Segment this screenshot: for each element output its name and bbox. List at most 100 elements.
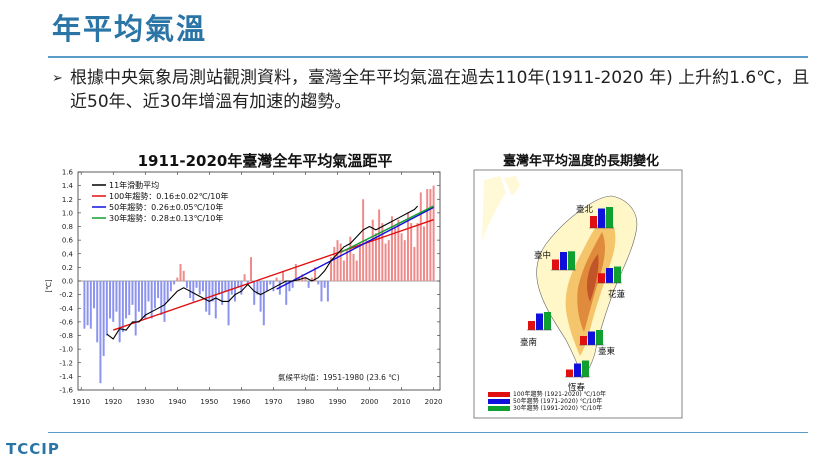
anomaly-bar bbox=[90, 281, 92, 329]
y-tick-label: 0.4 bbox=[62, 250, 74, 258]
anomaly-bar bbox=[173, 281, 175, 284]
anomaly-bar bbox=[308, 281, 310, 288]
anomaly-bar bbox=[96, 281, 98, 342]
y-axis-label: [℃] bbox=[45, 279, 53, 293]
anomaly-bar bbox=[413, 247, 415, 281]
map-legend: 100年趨勢 (1921-2020) ℃/10年50年趨勢 (1971-2020… bbox=[488, 390, 606, 412]
anomaly-bar bbox=[240, 281, 242, 295]
anomaly-bar bbox=[141, 281, 143, 318]
anomaly-bar bbox=[359, 244, 361, 281]
anomaly-bar bbox=[385, 244, 387, 281]
y-tick-label: 1.4 bbox=[62, 182, 74, 190]
y-tick-label: 1.0 bbox=[62, 209, 73, 217]
anomaly-bar bbox=[189, 281, 191, 298]
y-tick-label: 0.8 bbox=[62, 223, 73, 231]
anomaly-bar bbox=[192, 281, 194, 301]
anomaly-bar bbox=[218, 281, 220, 295]
anomaly-bar bbox=[410, 223, 412, 281]
y-tick-label: 0.0 bbox=[62, 278, 73, 286]
anomaly-bar bbox=[138, 281, 140, 312]
y-tick-label: -1.2 bbox=[59, 359, 73, 367]
station-bar bbox=[606, 268, 613, 283]
station-bar bbox=[596, 330, 603, 345]
station-bar bbox=[552, 260, 559, 271]
anomaly-bar bbox=[144, 281, 146, 318]
station-bar bbox=[536, 314, 543, 331]
anomaly-bar bbox=[224, 281, 226, 291]
anomaly-bar bbox=[183, 271, 185, 281]
map-legend-label: 30年趨勢 (1991-2020) ℃/10年 bbox=[513, 404, 602, 412]
anomaly-bar bbox=[388, 240, 390, 281]
anomaly-bar bbox=[272, 281, 274, 291]
station-label: 臺東 bbox=[598, 346, 616, 357]
station-bar bbox=[560, 252, 567, 270]
y-tick-label: 0.6 bbox=[62, 237, 74, 245]
anomaly-bar bbox=[401, 233, 403, 281]
station-bar bbox=[606, 207, 613, 228]
anomaly-bar bbox=[176, 278, 178, 281]
anomaly-bar bbox=[196, 281, 198, 288]
y-tick-label: -0.8 bbox=[59, 332, 73, 340]
y-tick-label: -1.0 bbox=[59, 346, 73, 354]
station-bar bbox=[580, 336, 587, 345]
anomaly-bar bbox=[212, 281, 214, 301]
y-tick-label: -0.6 bbox=[59, 318, 73, 326]
anomaly-bar bbox=[336, 240, 338, 281]
anomaly-bar bbox=[276, 278, 278, 281]
anomaly-bar bbox=[106, 281, 108, 336]
y-tick-label: -0.2 bbox=[59, 291, 73, 299]
station-bar bbox=[588, 332, 595, 346]
anomaly-bar bbox=[429, 189, 431, 281]
anomaly-bar bbox=[420, 192, 422, 281]
anomaly-bar bbox=[333, 247, 335, 281]
anomaly-bar bbox=[356, 261, 358, 281]
anomaly-bar bbox=[83, 281, 85, 329]
station-bar bbox=[582, 361, 589, 378]
anomaly-bar bbox=[365, 240, 367, 281]
x-tick-label: 2020 bbox=[425, 398, 443, 406]
station-bar bbox=[614, 267, 621, 284]
map-legend-label: 50年趨勢 (1971-2020) ℃/10年 bbox=[513, 397, 602, 405]
legend-label: 30年趨勢：0.28±0.13℃/10年 bbox=[109, 213, 223, 223]
map-legend-swatch bbox=[488, 406, 510, 411]
anomaly-bar bbox=[269, 281, 271, 284]
anomaly-bar bbox=[157, 281, 159, 298]
anomaly-bar bbox=[199, 281, 201, 295]
x-tick-label: 1970 bbox=[265, 398, 283, 406]
anomaly-bar bbox=[103, 281, 105, 356]
anomaly-bar bbox=[112, 281, 114, 322]
anomaly-bar bbox=[151, 281, 153, 318]
anomaly-bar bbox=[115, 281, 117, 312]
map-legend-swatch bbox=[488, 392, 510, 397]
anomaly-bar bbox=[263, 281, 265, 325]
y-tick-label: -1.6 bbox=[59, 387, 73, 395]
anomaly-bar bbox=[231, 281, 233, 295]
anomaly-bar bbox=[164, 281, 166, 322]
anomaly-bar bbox=[260, 281, 262, 312]
anomaly-bar bbox=[320, 281, 322, 301]
climate-normal-note: 氣候平均值：1951-1980 (23.6 ℃) bbox=[278, 372, 400, 382]
legend-label: 100年趨勢：0.16±0.02℃/10年 bbox=[109, 191, 228, 201]
anomaly-bar bbox=[160, 281, 162, 315]
anomaly-bar bbox=[378, 209, 380, 281]
anomaly-bar bbox=[407, 213, 409, 281]
anomaly-bar bbox=[99, 281, 101, 383]
anomaly-bar bbox=[423, 227, 425, 282]
anomaly-bar bbox=[205, 281, 207, 312]
anomaly-bar bbox=[87, 281, 89, 325]
anomaly-bar bbox=[147, 281, 149, 301]
x-tick-label: 1990 bbox=[329, 398, 347, 406]
legend-label: 50年趨勢：0.26±0.05℃/10年 bbox=[109, 202, 223, 212]
y-tick-label: -1.4 bbox=[59, 373, 73, 381]
anomaly-bar bbox=[128, 281, 130, 315]
y-tick-label: -0.4 bbox=[59, 305, 73, 313]
anomaly-bar bbox=[433, 186, 435, 281]
y-tick-label: 0.2 bbox=[62, 264, 73, 272]
anomaly-bar bbox=[369, 240, 371, 281]
anomaly-bar bbox=[228, 281, 230, 325]
anomaly-bar bbox=[122, 281, 124, 332]
anomaly-bar bbox=[234, 281, 236, 301]
anomaly-bar bbox=[180, 264, 182, 281]
anomaly-bar bbox=[426, 189, 428, 281]
anomaly-bar bbox=[417, 223, 419, 281]
